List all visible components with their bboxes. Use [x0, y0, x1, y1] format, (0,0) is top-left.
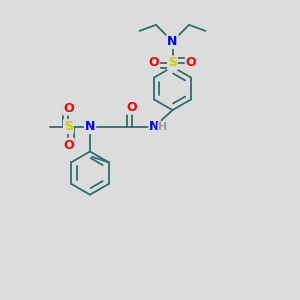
Text: O: O — [148, 56, 159, 70]
Text: S: S — [168, 56, 177, 70]
Text: N: N — [85, 120, 95, 133]
Text: O: O — [63, 101, 74, 115]
Text: S: S — [64, 120, 73, 133]
Text: O: O — [186, 56, 196, 70]
Text: H: H — [158, 122, 167, 133]
Text: O: O — [127, 100, 137, 114]
Text: N: N — [167, 35, 178, 48]
Text: O: O — [63, 139, 74, 152]
Text: N: N — [149, 120, 160, 133]
